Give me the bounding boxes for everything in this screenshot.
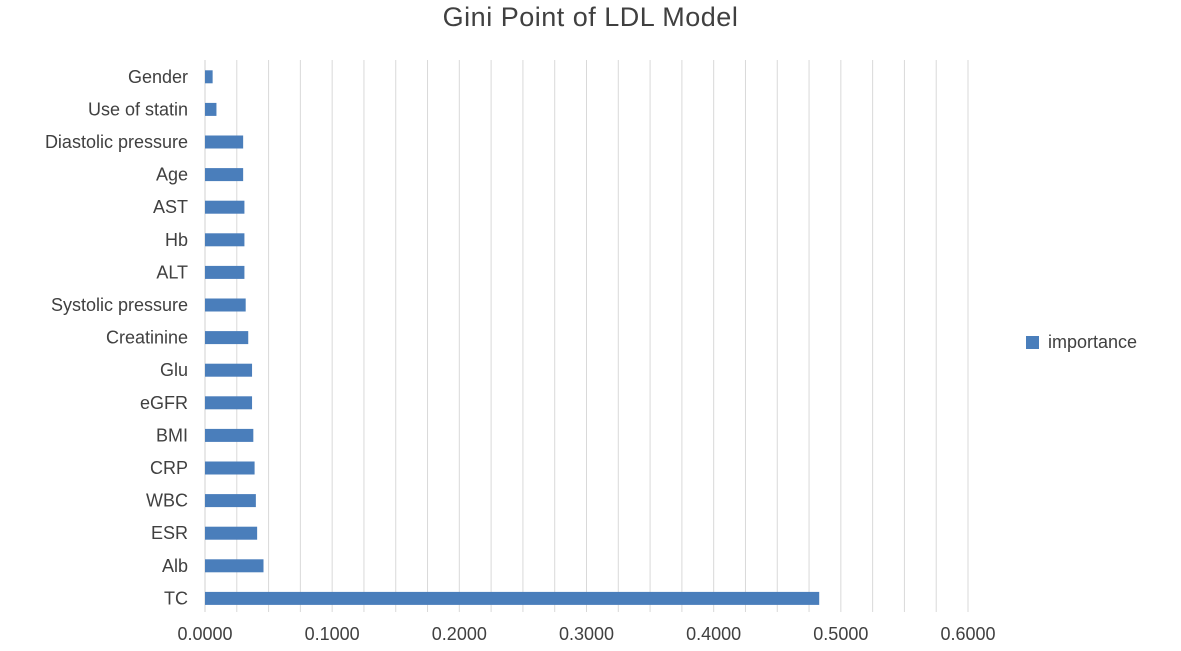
x-tick-label: 0.0000 xyxy=(177,624,232,644)
x-tick-label: 0.1000 xyxy=(305,624,360,644)
category-label: Creatinine xyxy=(106,328,188,348)
bar xyxy=(205,70,213,84)
category-label: ESR xyxy=(151,523,188,543)
bar xyxy=(205,135,244,149)
category-label: AST xyxy=(153,197,188,217)
x-tick-label: 0.6000 xyxy=(940,624,995,644)
category-label: BMI xyxy=(156,425,188,445)
x-axis-tick-labels: 0.0000 0.1000 0.2000 0.3000 0.4000 0.5000 0.60… xyxy=(177,624,995,644)
legend: importance xyxy=(1026,332,1137,352)
bar xyxy=(205,298,246,312)
category-label: ALT xyxy=(156,262,188,282)
bar xyxy=(205,265,245,279)
x-tick-label: 0.2000 xyxy=(432,624,487,644)
category-label: Alb xyxy=(162,556,188,576)
category-label: CRP xyxy=(150,458,188,478)
chart-title: Gini Point of LDL Model xyxy=(442,2,739,32)
category-label: Age xyxy=(156,165,188,185)
bar xyxy=(205,331,249,345)
category-label: eGFR xyxy=(140,393,188,413)
category-label: Systolic pressure xyxy=(51,295,188,315)
x-tick-label: 0.5000 xyxy=(813,624,868,644)
bar xyxy=(205,559,264,573)
x-tick-label: 0.4000 xyxy=(686,624,741,644)
bar xyxy=(205,526,258,540)
x-tick-label: 0.3000 xyxy=(559,624,614,644)
bar xyxy=(205,494,256,508)
bars xyxy=(205,70,820,605)
bar xyxy=(205,461,255,475)
bar xyxy=(205,591,820,605)
category-labels: Gender Use of statin Diastolic pressure Age… xyxy=(45,67,188,609)
bar xyxy=(205,102,217,116)
bar xyxy=(205,428,254,442)
category-label: Gender xyxy=(128,67,188,87)
gridlines xyxy=(204,60,969,612)
category-label: Glu xyxy=(160,360,188,380)
bar xyxy=(205,233,245,247)
category-label: Use of statin xyxy=(88,99,188,119)
category-label: TC xyxy=(164,588,188,608)
legend-label: importance xyxy=(1048,332,1137,352)
bar xyxy=(205,363,253,377)
category-label: WBC xyxy=(146,491,188,511)
legend-swatch xyxy=(1026,336,1039,349)
bar xyxy=(205,168,244,182)
category-label: Diastolic pressure xyxy=(45,132,188,152)
bar xyxy=(205,200,245,214)
category-label: Hb xyxy=(165,230,188,250)
bar xyxy=(205,396,253,410)
